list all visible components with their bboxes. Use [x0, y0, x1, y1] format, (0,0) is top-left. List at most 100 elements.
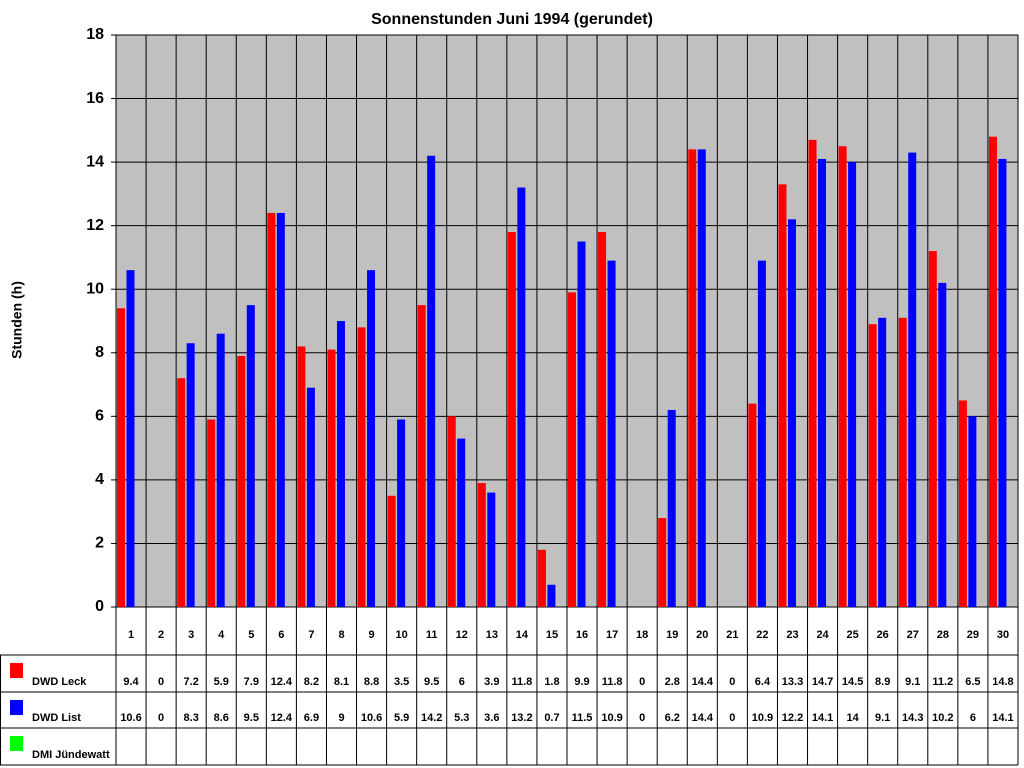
bar — [237, 355, 246, 607]
legend-label: DWD Leck — [32, 676, 87, 688]
bar — [688, 149, 697, 607]
bar — [447, 416, 456, 607]
bar — [387, 495, 396, 607]
table-value: 14.7 — [812, 676, 833, 688]
bar — [868, 324, 877, 607]
table-value: 14.1 — [812, 712, 833, 724]
y-tick-label: 8 — [95, 344, 104, 361]
bar — [577, 241, 586, 608]
bar — [297, 346, 306, 607]
table-value: 9.5 — [244, 712, 259, 724]
x-tick-label: 26 — [877, 629, 889, 641]
x-tick-label: 17 — [606, 629, 618, 641]
table-value: 11.8 — [511, 676, 532, 688]
table-value: 8.1 — [334, 676, 349, 688]
table-value: 14.1 — [992, 712, 1013, 724]
bar — [427, 155, 436, 607]
bar — [878, 317, 887, 607]
bar — [357, 327, 366, 607]
x-tick-label: 3 — [188, 629, 194, 641]
table-value: 14.4 — [692, 676, 714, 688]
bar — [306, 387, 315, 607]
bar — [928, 251, 937, 608]
bar — [207, 419, 216, 607]
bar — [697, 149, 706, 607]
table-value: 11.8 — [602, 676, 623, 688]
x-tick-label: 30 — [997, 629, 1009, 641]
x-tick-label: 16 — [576, 629, 588, 641]
table-value: 9.5 — [424, 676, 439, 688]
x-tick-label: 1 — [128, 629, 134, 641]
bar — [186, 343, 195, 607]
table-value: 6 — [970, 712, 976, 724]
y-tick-label: 14 — [86, 153, 104, 170]
bar — [126, 270, 135, 607]
x-tick-label: 22 — [756, 629, 768, 641]
bar — [848, 162, 857, 607]
x-tick-label: 25 — [847, 629, 859, 641]
bar — [547, 584, 556, 607]
x-tick-label: 13 — [486, 629, 498, 641]
bar — [988, 136, 997, 607]
x-tick-label: 10 — [396, 629, 408, 641]
x-tick-label: 19 — [666, 629, 678, 641]
x-tick-label: 21 — [726, 629, 738, 641]
table-value: 9 — [338, 712, 344, 724]
bar — [487, 492, 496, 607]
bar — [757, 260, 766, 607]
table-value: 14.8 — [992, 676, 1013, 688]
table-value: 12.4 — [271, 676, 293, 688]
table-value: 6.4 — [755, 676, 771, 688]
x-tick-label: 20 — [696, 629, 708, 641]
bar — [367, 270, 376, 607]
table-value: 8.3 — [184, 712, 199, 724]
table-value: 0 — [639, 676, 645, 688]
x-tick-label: 4 — [218, 629, 225, 641]
x-tick-label: 18 — [636, 629, 648, 641]
y-tick-label: 12 — [86, 217, 104, 234]
table-value: 7.2 — [184, 676, 199, 688]
bar — [938, 282, 947, 607]
x-tick-label: 27 — [907, 629, 919, 641]
bar — [477, 483, 486, 607]
table-value: 10.6 — [120, 712, 141, 724]
y-axis-title: Stunden (h) — [9, 281, 25, 359]
x-tick-label: 23 — [786, 629, 798, 641]
table-value: 12.2 — [782, 712, 803, 724]
table-value: 14.2 — [421, 712, 442, 724]
y-tick-label: 4 — [95, 471, 104, 488]
legend-swatch — [10, 663, 23, 678]
table-value: 0 — [158, 712, 164, 724]
bar — [267, 212, 276, 607]
table-value: 0 — [729, 676, 735, 688]
bar — [818, 158, 827, 607]
x-tick-label: 6 — [278, 629, 284, 641]
table-value: 0.7 — [544, 712, 559, 724]
bar — [748, 403, 757, 607]
table-value: 10.2 — [932, 712, 953, 724]
table-value: 13.3 — [782, 676, 803, 688]
bar — [838, 146, 847, 607]
x-tick-label: 28 — [937, 629, 949, 641]
bar — [607, 260, 616, 607]
table-value: 10.6 — [361, 712, 382, 724]
bar — [457, 438, 466, 607]
bar — [417, 305, 426, 607]
x-tick-label: 2 — [158, 629, 164, 641]
table-value: 0 — [729, 712, 735, 724]
y-tick-label: 10 — [86, 280, 104, 297]
table-value: 14.3 — [902, 712, 923, 724]
bar — [598, 232, 607, 607]
table-value: 10.9 — [601, 712, 622, 724]
table-value: 10.9 — [752, 712, 773, 724]
table-value: 8.6 — [214, 712, 229, 724]
bar — [517, 187, 526, 608]
bar — [998, 158, 1007, 607]
legend-label: DMI Jündewatt — [32, 749, 110, 761]
bar — [808, 139, 817, 607]
bar — [908, 152, 917, 608]
bar — [397, 419, 406, 607]
bar — [537, 549, 546, 607]
